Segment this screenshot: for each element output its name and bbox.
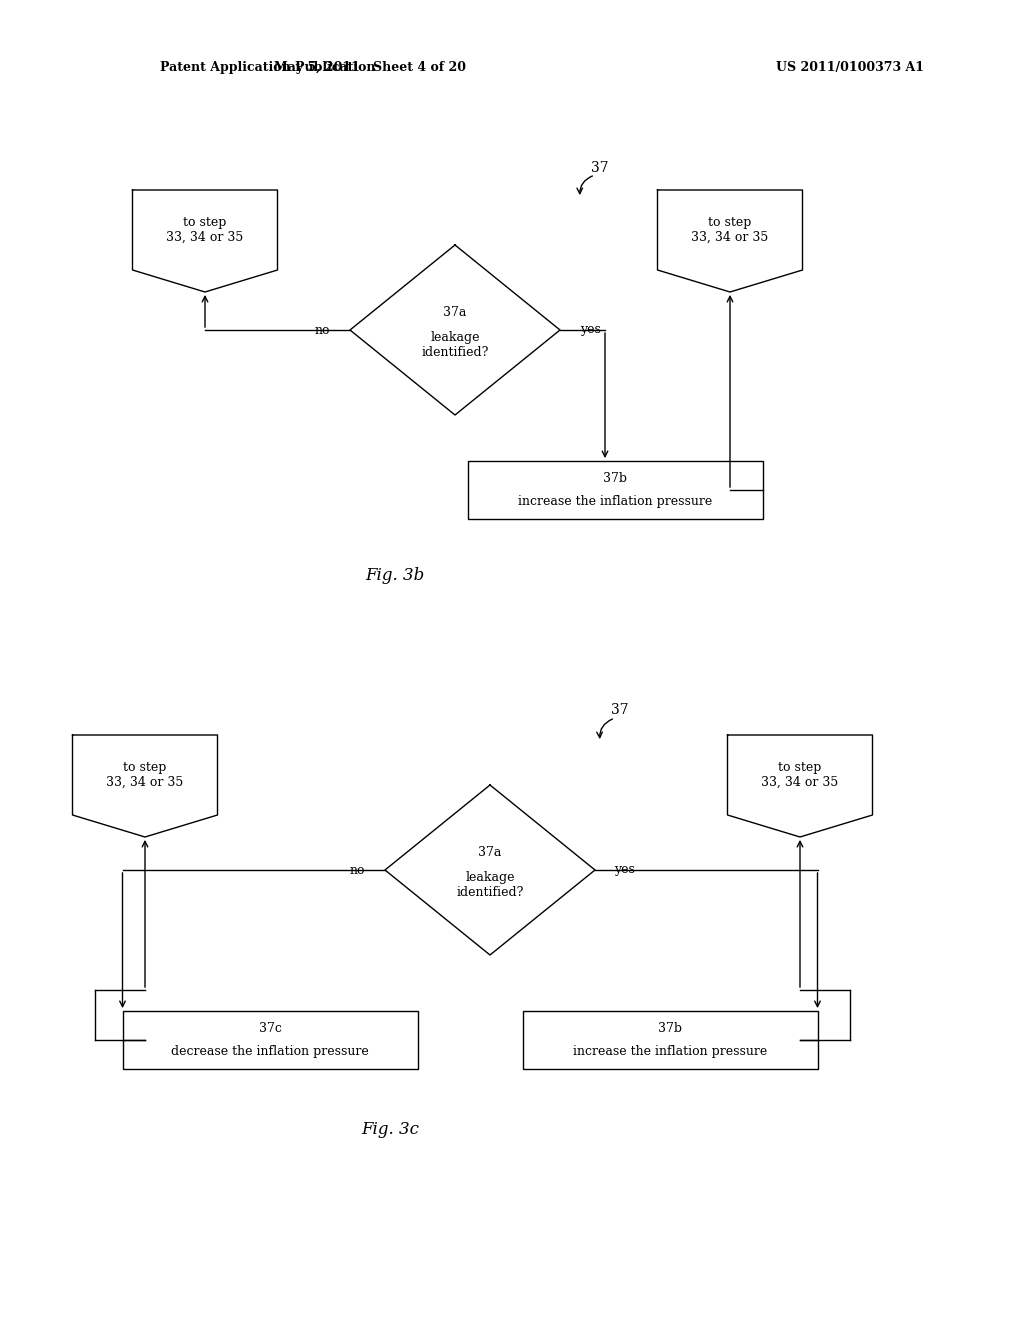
Text: yes: yes [614, 863, 636, 876]
Text: leakage
identified?: leakage identified? [457, 871, 523, 899]
Bar [123, 1011, 418, 1069]
Text: no: no [314, 323, 330, 337]
Text: 37: 37 [611, 704, 629, 717]
Text: Fig. 3c: Fig. 3c [361, 1122, 419, 1138]
Text: 37a: 37a [478, 846, 502, 858]
Text: 37b: 37b [603, 473, 627, 486]
Bar [522, 1011, 817, 1069]
Polygon shape [132, 190, 278, 292]
Text: 37a: 37a [443, 305, 467, 318]
Text: yes: yes [580, 323, 600, 337]
Text: to step
33, 34 or 35: to step 33, 34 or 35 [762, 762, 839, 789]
Text: 37b: 37b [658, 1023, 682, 1035]
Polygon shape [657, 190, 803, 292]
Text: to step
33, 34 or 35: to step 33, 34 or 35 [166, 216, 244, 244]
Text: Fig. 3b: Fig. 3b [366, 566, 425, 583]
Text: 37c: 37c [259, 1023, 282, 1035]
Text: increase the inflation pressure: increase the inflation pressure [572, 1044, 767, 1057]
Text: US 2011/0100373 A1: US 2011/0100373 A1 [776, 62, 924, 74]
Polygon shape [727, 735, 872, 837]
Text: no: no [349, 863, 365, 876]
Text: decrease the inflation pressure: decrease the inflation pressure [171, 1044, 369, 1057]
Text: to step
33, 34 or 35: to step 33, 34 or 35 [106, 762, 183, 789]
Text: to step
33, 34 or 35: to step 33, 34 or 35 [691, 216, 769, 244]
Text: May 5, 2011   Sheet 4 of 20: May 5, 2011 Sheet 4 of 20 [274, 62, 466, 74]
Polygon shape [73, 735, 217, 837]
Bar [468, 461, 763, 519]
Text: Patent Application Publication: Patent Application Publication [160, 62, 376, 74]
Text: 37: 37 [591, 161, 609, 176]
Polygon shape [350, 246, 560, 414]
Text: increase the inflation pressure: increase the inflation pressure [518, 495, 712, 507]
Polygon shape [385, 785, 595, 954]
Text: leakage
identified?: leakage identified? [421, 331, 488, 359]
